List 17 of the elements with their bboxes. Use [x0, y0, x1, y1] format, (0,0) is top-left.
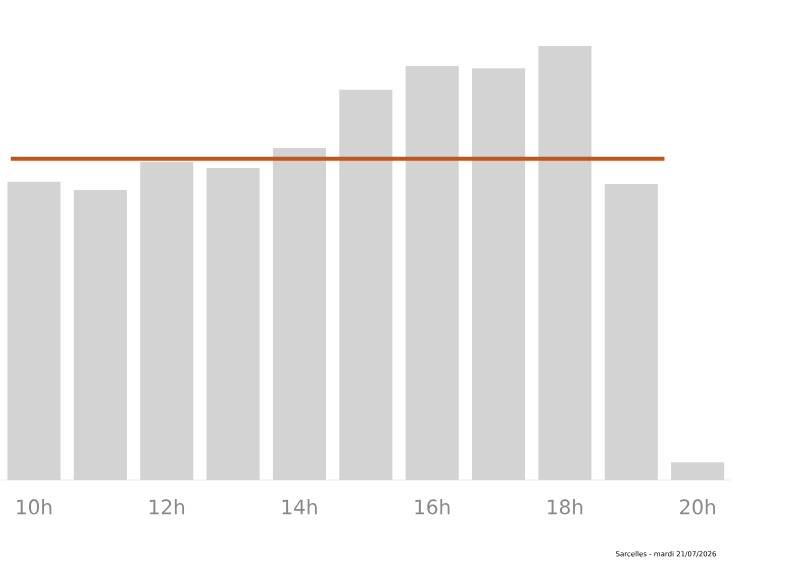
x-tick-label: 16h — [415, 499, 450, 515]
x-tick-label: 18h — [548, 499, 583, 515]
x-tick-label: 10h — [17, 499, 52, 515]
bar — [604, 184, 658, 480]
bar — [472, 68, 526, 480]
bar — [206, 167, 260, 480]
x-tick-label: 20h — [680, 499, 715, 515]
x-tick-label: 14h — [282, 499, 317, 515]
bar — [140, 161, 194, 480]
bar — [538, 45, 592, 480]
bar — [339, 89, 393, 480]
bar — [73, 190, 127, 480]
bar — [7, 181, 61, 480]
bar — [405, 65, 459, 480]
bar — [671, 462, 725, 480]
bar — [272, 147, 326, 480]
x-tick-label: 12h — [149, 499, 185, 515]
